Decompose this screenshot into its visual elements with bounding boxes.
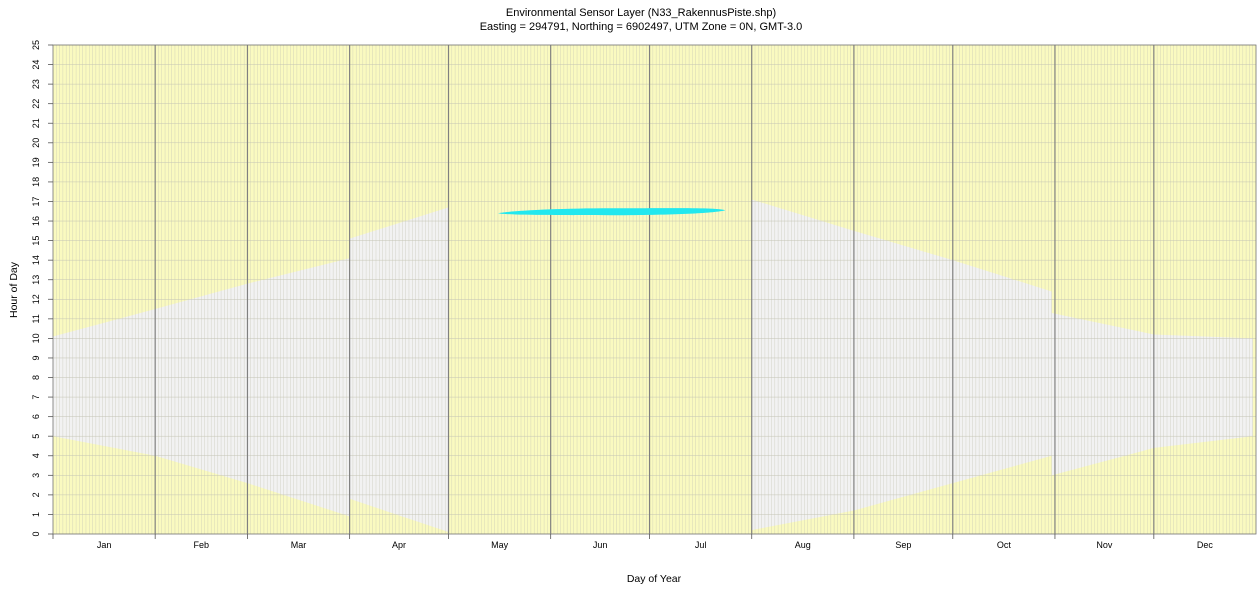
plot-frame — [52, 44, 1257, 535]
x-tick-label: Feb — [194, 540, 210, 550]
y-tick-label: 11 — [31, 314, 41, 323]
minor-grid — [52, 45, 1257, 534]
y-tick-label: 12 — [31, 294, 41, 304]
x-tick-label: Aug — [795, 540, 811, 550]
y-tick-label: 10 — [31, 333, 41, 343]
y-tick-label: 16 — [31, 216, 41, 226]
y-tick-label: 14 — [31, 255, 41, 265]
x-tick-label: Mar — [291, 540, 307, 550]
y-tick-label: 8 — [31, 375, 41, 380]
x-tick-label: Sep — [895, 540, 911, 550]
y-tick-label: 3 — [31, 473, 41, 478]
y-tick-label: 21 — [31, 118, 41, 128]
y-tick-label: 13 — [31, 275, 41, 285]
y-tick-label: 25 — [31, 40, 41, 50]
x-tick-label: Nov — [1096, 540, 1113, 550]
x-tick-label: Apr — [392, 540, 406, 550]
y-tick-label: 24 — [31, 60, 41, 70]
y-tick-label: 9 — [31, 355, 41, 360]
y-tick-label: 1 — [31, 512, 41, 517]
shadow-event-band — [497, 208, 726, 216]
y-tick-label: 5 — [31, 434, 41, 439]
y-tick-label: 2 — [31, 492, 41, 497]
month-separators — [154, 45, 1155, 534]
x-tick-label: Jan — [97, 540, 112, 550]
y-tick-label: 15 — [31, 236, 41, 246]
y-tick-label: 7 — [31, 395, 41, 400]
y-tick-label: 22 — [31, 99, 41, 109]
chart-title: Environmental Sensor Layer (N33_Rakennus… — [506, 7, 776, 19]
y-tick-label: 23 — [31, 79, 41, 89]
y-tick-label: 17 — [31, 196, 41, 206]
y-tick-label: 19 — [31, 157, 41, 167]
x-axis-label: Day of Year — [627, 573, 682, 585]
y-tick-label: 4 — [31, 453, 41, 458]
x-axis: Jan Feb Mar Apr May Jun Jul Aug Sep Oct Nov Dec — [52, 534, 1214, 550]
y-tick-label: 20 — [31, 138, 41, 148]
y-axis-label: Hour of Day — [8, 261, 20, 318]
x-tick-label: Jun — [593, 540, 608, 550]
y-tick-label: 18 — [31, 177, 41, 187]
y-tick-label: 0 — [31, 531, 41, 536]
y-axis: 0123456789101112131415161718192021222324… — [31, 40, 53, 537]
x-tick-label: Oct — [997, 540, 1012, 550]
x-tick-label: May — [491, 540, 509, 550]
x-tick-label: Jul — [695, 540, 707, 550]
x-tick-label: Dec — [1197, 540, 1214, 550]
y-tick-label: 6 — [31, 414, 41, 419]
chart-subtitle: Easting = 294791, Northing = 6902497, UT… — [480, 21, 803, 33]
